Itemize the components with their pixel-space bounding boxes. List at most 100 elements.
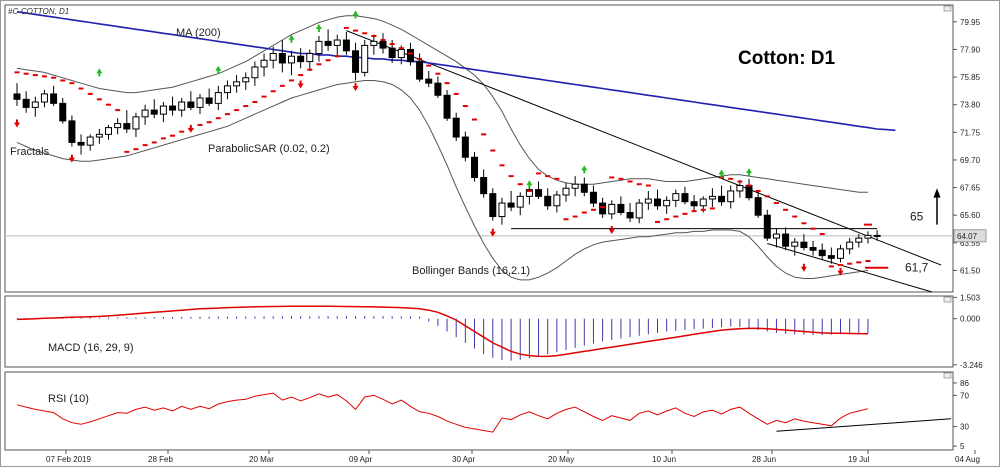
main-panel-button[interactable]: [943, 5, 952, 12]
candle-body: [397, 48, 405, 59]
rsi-panel-frame: [4, 371, 954, 451]
rsi-y-tick-label: 30: [960, 423, 969, 432]
ma200-line: [16, 10, 896, 132]
candle-body: [214, 92, 222, 104]
candle-body: [818, 249, 826, 257]
candle-body: [809, 247, 817, 251]
candle-body: [324, 40, 332, 46]
x-tick-label: 19 Jul: [848, 455, 870, 464]
macd-label: MACD (16, 29, 9): [48, 342, 134, 354]
fractal-down-arrow: [68, 154, 75, 163]
candle-body: [699, 198, 707, 207]
candle-body: [132, 116, 140, 130]
candle-body: [873, 234, 881, 237]
candle-body: [105, 127, 112, 135]
candle-body: [489, 193, 497, 218]
candle-body: [379, 40, 387, 49]
y-tick-label: 63.55: [960, 239, 981, 248]
candle-body: [663, 199, 671, 207]
rsi-panel: 86 70 30 5 RSI (10): [16, 379, 969, 451]
candle-body: [644, 198, 652, 204]
x-tick-label: 28 Jun: [752, 455, 776, 464]
candle-body: [342, 39, 350, 52]
candle-body: [754, 197, 762, 216]
x-tick-label: 28 Feb: [148, 455, 173, 464]
fractal-down-arrow: [800, 263, 807, 272]
candle-body: [580, 183, 588, 193]
candle-body: [297, 55, 305, 63]
candle-body: [205, 97, 213, 104]
candle-body: [736, 185, 744, 192]
y-tick-label: 69.70: [960, 156, 981, 165]
candle-body: [626, 212, 634, 219]
x-tick-label: 20 Mar: [249, 455, 274, 464]
candle-body: [837, 248, 844, 259]
rsi-y-tick-label: 86: [960, 379, 969, 388]
candle-body: [480, 176, 488, 195]
candle-body: [498, 202, 506, 218]
candle-body: [86, 136, 94, 146]
fractal-up-arrow: [315, 23, 322, 32]
fractal-up-arrow: [581, 165, 588, 174]
macd-y-tick-label: -3.246: [960, 361, 983, 370]
candle-body: [772, 233, 780, 239]
fractal-down-arrow: [187, 124, 194, 133]
candle-body: [77, 141, 85, 146]
y-tick-label: 73.80: [960, 101, 981, 110]
candle-body: [553, 194, 561, 207]
candle-body: [654, 198, 661, 207]
candle-body: [251, 66, 259, 79]
candle-body: [288, 55, 295, 64]
fractal-down-arrow: [352, 83, 359, 92]
rsi-label: RSI (10): [48, 393, 89, 405]
trendline-descending: [346, 30, 942, 266]
y-tick-label: 77.90: [960, 45, 981, 54]
x-tick-label: 04 Aug: [955, 455, 980, 464]
candle-body: [123, 123, 131, 130]
candle-body: [406, 48, 414, 63]
candle-body: [333, 39, 341, 46]
candle-body: [150, 109, 158, 115]
candle-body: [187, 101, 195, 108]
fractals-label: Fractals: [10, 146, 50, 158]
chart-title: Cotton: D1: [738, 48, 836, 69]
rsi-trendline: [776, 418, 952, 432]
candle-body: [782, 233, 790, 247]
candle-body: [672, 193, 680, 201]
candle-body: [443, 94, 451, 119]
candle-body: [800, 241, 808, 249]
candle-body: [361, 44, 369, 73]
candle-body: [306, 53, 314, 63]
candle-body: [507, 202, 515, 208]
candle-body: [617, 203, 625, 214]
macd-panel-button[interactable]: [943, 296, 952, 303]
candle-body: [708, 195, 716, 200]
x-axis: 07 Feb 2019 28 Feb 20 Mar 09 Apr 30 Apr 20 Ma…: [46, 450, 980, 464]
ma-label: MA (200): [176, 27, 221, 39]
x-tick-label: 10 Jun: [652, 455, 676, 464]
candle-body: [114, 123, 122, 129]
rsi-panel-button[interactable]: [943, 372, 952, 379]
fractal-up-arrow: [215, 65, 222, 74]
fractal-up-arrow: [718, 169, 725, 178]
candle-body: [40, 93, 48, 103]
candle-body: [260, 59, 268, 68]
y-tick-label: 67.65: [960, 184, 981, 193]
y-tick-label: 65.60: [960, 211, 981, 220]
candle-body: [681, 193, 689, 203]
candle-body: [169, 105, 177, 111]
candle-body: [141, 109, 149, 118]
candle-body: [269, 53, 277, 61]
candle-body: [763, 214, 771, 239]
candle-body: [562, 187, 570, 196]
symbol-label: #C-COTTON, D1: [8, 7, 69, 16]
candle-body: [278, 53, 286, 64]
support-label: 61,7: [905, 261, 929, 275]
candle-body: [791, 241, 799, 247]
candle-body: [416, 61, 424, 80]
candle-body: [22, 98, 30, 108]
fractal-up-arrow: [96, 68, 103, 77]
candle-body: [827, 255, 835, 259]
candle-body: [635, 202, 643, 219]
